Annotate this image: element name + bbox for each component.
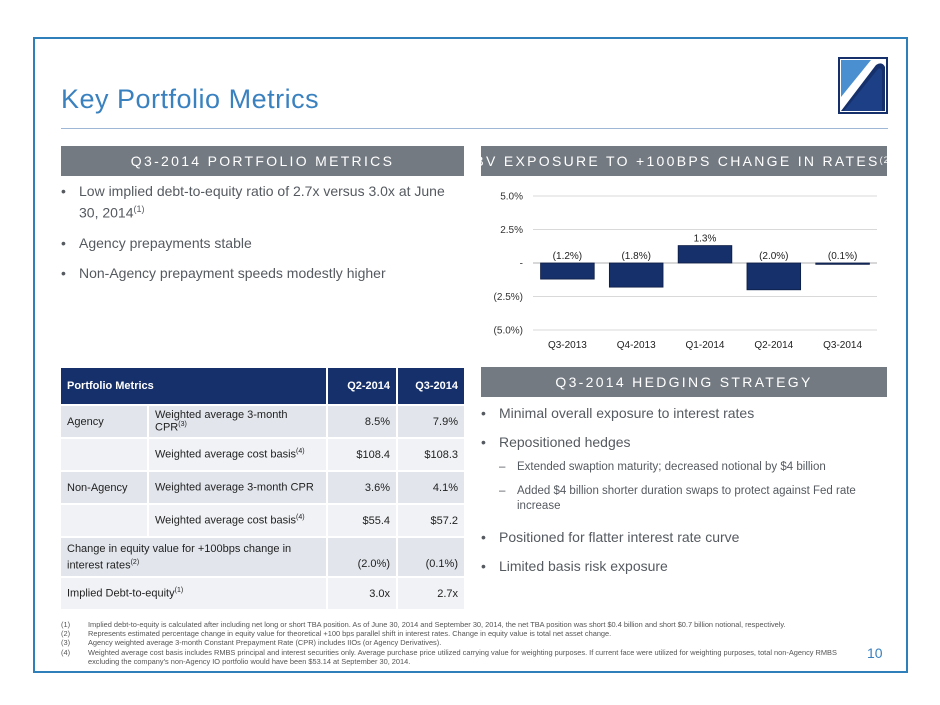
data-label: (1.8%) xyxy=(621,251,650,262)
row-label: Weighted average 3-month CPR xyxy=(147,470,326,503)
footnote: (3) Agency weighted average 3-month Const… xyxy=(61,638,442,648)
x-tick-label: Q3-2013 xyxy=(548,340,587,351)
bullet-item: Agency prepayments stable xyxy=(61,234,464,252)
row-label: Weighted average cost basis(4) xyxy=(147,503,326,536)
row-q2-value: $55.4 xyxy=(326,503,396,536)
x-tick-label: Q2-2014 xyxy=(754,340,793,351)
bullet-item: Minimal overall exposure to interest rat… xyxy=(481,404,887,422)
page-title: Key Portfolio Metrics xyxy=(61,84,320,114)
row-label: Weighted average cost basis(4) xyxy=(147,437,326,470)
bullet-item: Limited basis risk exposure xyxy=(481,557,887,575)
page-number: 10 xyxy=(867,645,883,661)
y-tick-label: (2.5%) xyxy=(494,292,523,303)
q2-column-header: Q2-2014 xyxy=(326,368,396,404)
bv-exposure-title: BV EXPOSURE TO +100BPS CHANGE IN RATES xyxy=(474,153,880,169)
bv-exposure-chart: 5.0% 2.5% - (2.5%) (5.0%) (1.2%) Q3-2013 (1.8%)… xyxy=(494,192,877,351)
x-tick-label: Q3-2014 xyxy=(823,340,862,351)
row-q2-value: $108.4 xyxy=(326,437,396,470)
q3-column-header: Q3-2014 xyxy=(396,368,464,404)
bar xyxy=(746,262,802,291)
hedging-strategy-header: Q3-2014 HEDGING STRATEGY xyxy=(481,367,887,397)
row-q2-value: (2.0%) xyxy=(326,536,396,576)
bullet-item: Positioned for flatter interest rate cur… xyxy=(481,528,887,546)
row-q3-value: 4.1% xyxy=(396,470,464,503)
x-tick-label: Q1-2014 xyxy=(686,340,725,351)
footnote: (4) Weighted average cost basis includes … xyxy=(61,647,837,666)
row-q3-value: $108.3 xyxy=(396,437,464,470)
row-q3-value: $57.2 xyxy=(396,503,464,536)
bar xyxy=(540,262,595,280)
row-label: Change in equity value for +100bps chang… xyxy=(61,536,326,576)
footnotes: (1) Implied debt-to-equity is calculated … xyxy=(61,620,861,666)
footnote: (1) Implied debt-to-equity is calculated … xyxy=(61,620,786,629)
data-label: (2.0%) xyxy=(759,251,788,262)
bullet-item: Repositioned hedges xyxy=(481,433,887,451)
y-tick-label: - xyxy=(520,259,523,270)
portfolio-metrics-title: Q3-2014 PORTFOLIO METRICS xyxy=(130,153,395,169)
data-label: (0.1%) xyxy=(828,251,857,262)
bv-exposure-footnote-ref: (2) xyxy=(879,155,894,165)
sub-bullet-item: Added $4 billion shorter duration swaps … xyxy=(481,484,887,514)
bullet-item: Low implied debt-to-equity ratio of 2.7x… xyxy=(61,182,464,222)
bar xyxy=(677,245,733,264)
portfolio-bullets: Low implied debt-to-equity ratio of 2.7x… xyxy=(61,182,464,294)
table-row: Non-Agency Weighted average 3-month CPR … xyxy=(61,470,464,503)
table-row: Weighted average cost basis(4) $55.4 $57… xyxy=(61,503,464,536)
row-q3-value: (0.1%) xyxy=(396,536,464,576)
bullet-item: Non-Agency prepayment speeds modestly hi… xyxy=(61,264,464,282)
title-divider xyxy=(61,128,888,129)
row-category: Non-Agency xyxy=(61,470,147,503)
row-q2-value: 3.0x xyxy=(326,576,396,609)
portfolio-metrics-table: Portfolio Metrics Q2-2014 Q3-2014 Agency… xyxy=(61,368,464,609)
row-q3-value: 2.7x xyxy=(396,576,464,609)
row-category: Agency xyxy=(61,404,147,437)
portfolio-metrics-header: Q3-2014 PORTFOLIO METRICS xyxy=(61,146,464,176)
table-row: Agency Weighted average 3-month CPR(3) 8… xyxy=(61,404,464,437)
hedging-bullets: Minimal overall exposure to interest rat… xyxy=(481,404,887,575)
table-header-row: Portfolio Metrics Q2-2014 Q3-2014 xyxy=(61,368,464,404)
table-row-leverage: Implied Debt-to-equity(1) 3.0x 2.7x xyxy=(61,576,464,609)
bv-exposure-header: BV EXPOSURE TO +100BPS CHANGE IN RATES (2… xyxy=(474,146,893,176)
slide-frame xyxy=(33,37,908,673)
y-tick-label: (5.0%) xyxy=(494,326,523,337)
data-label: (1.2%) xyxy=(553,251,582,262)
row-category xyxy=(61,503,147,536)
table-row-equity-change: Change in equity value for +100bps chang… xyxy=(61,536,464,576)
row-label: Implied Debt-to-equity(1) xyxy=(61,576,326,609)
sub-bullet-item: Extended swaption maturity; decreased no… xyxy=(481,460,887,475)
metric-column-header: Portfolio Metrics xyxy=(61,368,326,404)
row-q2-value: 3.6% xyxy=(326,470,396,503)
bar xyxy=(815,262,870,265)
row-q2-value: 8.5% xyxy=(326,404,396,437)
row-label: Weighted average 3-month CPR(3) xyxy=(147,404,326,437)
x-tick-label: Q4-2013 xyxy=(617,340,656,351)
footnote: (2) Represents estimated percentage chang… xyxy=(61,629,612,639)
company-logo-icon xyxy=(838,57,888,114)
row-q3-value: 7.9% xyxy=(396,404,464,437)
data-label: 1.3% xyxy=(694,234,717,245)
table-row: Weighted average cost basis(4) $108.4 $1… xyxy=(61,437,464,470)
y-tick-label: 5.0% xyxy=(500,192,523,203)
y-tick-label: 2.5% xyxy=(500,225,523,236)
hedging-strategy-title: Q3-2014 HEDGING STRATEGY xyxy=(555,374,813,390)
row-category xyxy=(61,437,147,470)
bar xyxy=(608,262,664,288)
